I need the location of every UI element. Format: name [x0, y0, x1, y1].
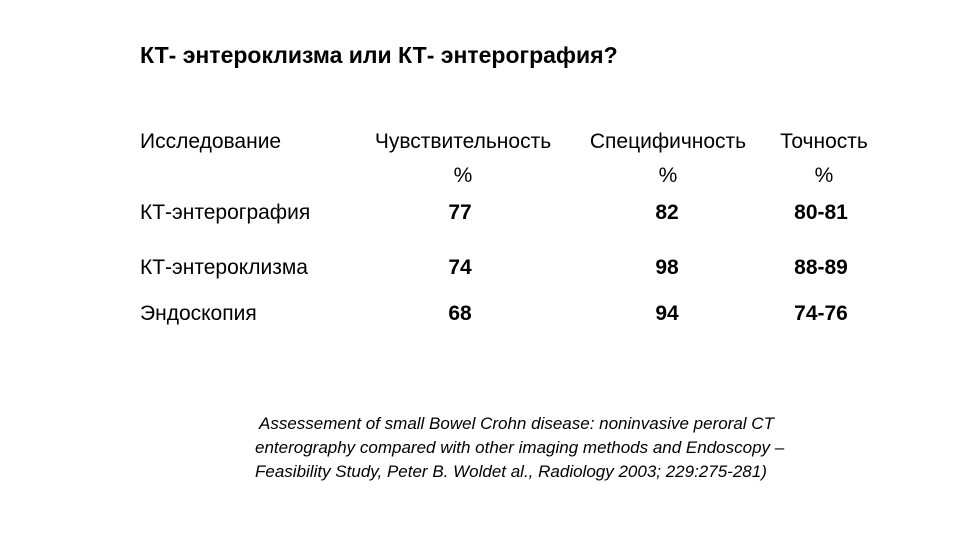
row-label-ct-enteroclysis: КТ-энтероклизма: [140, 256, 308, 279]
column-header-accuracy: Точность: [780, 130, 868, 153]
value-endoscopy-specificity: 94: [655, 302, 679, 325]
column-unit-accuracy: %: [814, 164, 834, 187]
row-label-endoscopy: Эндоскопия: [140, 302, 257, 325]
column-unit-specificity: %: [658, 164, 678, 187]
value-ct-enterography-specificity: 82: [655, 201, 679, 224]
value-ct-enterography-sensitivity: 77: [448, 201, 472, 224]
value-ct-enteroclysis-sensitivity: 74: [448, 256, 472, 279]
column-header-sensitivity: Чувствительность: [374, 130, 552, 153]
slide-title: КТ- энтероклизма или КТ- энтерография?: [140, 42, 618, 68]
column-unit-sensitivity: %: [453, 164, 473, 187]
value-endoscopy-sensitivity: 68: [448, 302, 472, 325]
value-endoscopy-accuracy: 74-76: [794, 302, 848, 325]
citation-line-1: Assessement of small Bowel Crohn disease…: [259, 414, 774, 433]
value-ct-enteroclysis-accuracy: 88-89: [794, 256, 848, 279]
row-label-ct-enterography: КТ-энтерография: [140, 201, 311, 224]
citation-line-2: enterography compared with other imaging…: [255, 438, 785, 457]
citation-line-3: Feasibility Study, Peter B. Woldet al., …: [255, 462, 767, 481]
row-header-label: Исследование: [140, 130, 282, 153]
column-header-specificity: Специфичность: [589, 130, 747, 153]
value-ct-enteroclysis-specificity: 98: [655, 256, 679, 279]
citation: Assessement of small Bowel Crohn disease…: [255, 412, 895, 484]
value-ct-enterography-accuracy: 80-81: [794, 201, 848, 224]
